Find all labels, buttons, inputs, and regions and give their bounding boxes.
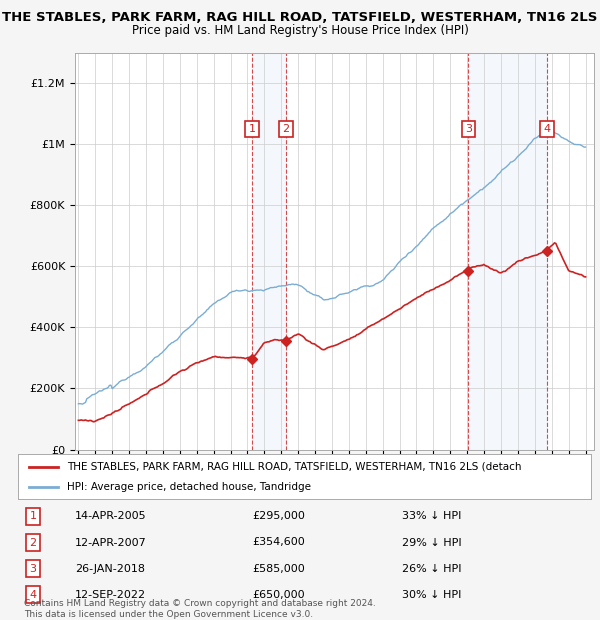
Text: £295,000: £295,000 (252, 512, 305, 521)
Bar (252, 53, 286, 450)
Text: 4: 4 (543, 124, 550, 134)
Text: 33% ↓ HPI: 33% ↓ HPI (402, 512, 461, 521)
Text: 4: 4 (29, 590, 37, 600)
Text: 29% ↓ HPI: 29% ↓ HPI (402, 538, 461, 547)
Text: 1: 1 (29, 512, 37, 521)
Text: Contains HM Land Registry data © Crown copyright and database right 2024.
This d: Contains HM Land Registry data © Crown c… (24, 600, 376, 619)
Text: 2: 2 (29, 538, 37, 547)
Text: 3: 3 (29, 564, 37, 574)
Text: HPI: Average price, detached house, Tandridge: HPI: Average price, detached house, Tand… (67, 482, 311, 492)
Text: 12-SEP-2022: 12-SEP-2022 (75, 590, 146, 600)
Text: £650,000: £650,000 (252, 590, 305, 600)
Text: 26-JAN-2018: 26-JAN-2018 (75, 564, 145, 574)
Text: 2: 2 (283, 124, 290, 134)
Text: 14-APR-2005: 14-APR-2005 (75, 512, 146, 521)
Text: Price paid vs. HM Land Registry's House Price Index (HPI): Price paid vs. HM Land Registry's House … (131, 24, 469, 37)
Text: 26% ↓ HPI: 26% ↓ HPI (402, 564, 461, 574)
Text: £354,600: £354,600 (252, 538, 305, 547)
Text: £585,000: £585,000 (252, 564, 305, 574)
Bar (469, 53, 547, 450)
Text: THE STABLES, PARK FARM, RAG HILL ROAD, TATSFIELD, WESTERHAM, TN16 2LS (detach: THE STABLES, PARK FARM, RAG HILL ROAD, T… (67, 462, 521, 472)
Text: THE STABLES, PARK FARM, RAG HILL ROAD, TATSFIELD, WESTERHAM, TN16 2LS: THE STABLES, PARK FARM, RAG HILL ROAD, T… (2, 11, 598, 24)
Text: 30% ↓ HPI: 30% ↓ HPI (402, 590, 461, 600)
Text: 3: 3 (465, 124, 472, 134)
Text: 1: 1 (248, 124, 256, 134)
Text: 12-APR-2007: 12-APR-2007 (75, 538, 147, 547)
